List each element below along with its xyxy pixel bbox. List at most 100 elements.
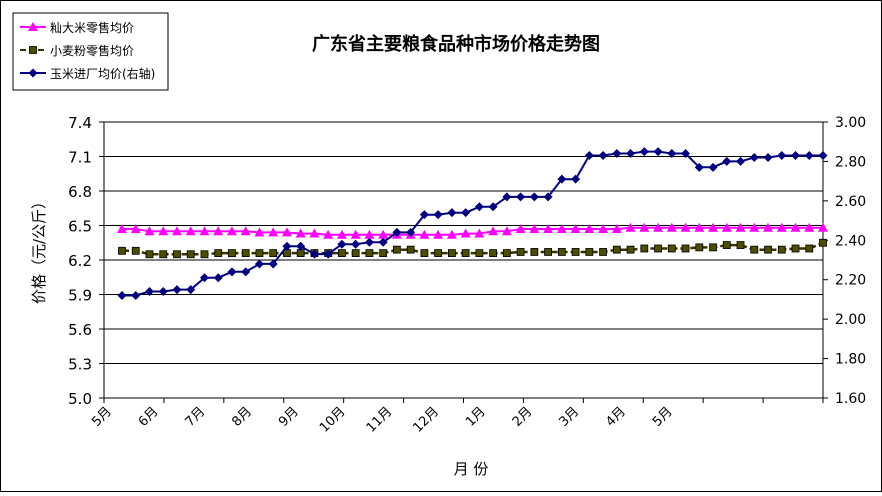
data-point — [515, 223, 526, 233]
data-point — [214, 249, 223, 258]
data-point — [626, 245, 635, 254]
x-tick-label: 2月 — [510, 404, 536, 430]
data-point — [434, 249, 443, 258]
data-point — [309, 249, 319, 259]
data-point — [749, 222, 760, 232]
data-point — [654, 244, 662, 253]
data-point — [544, 248, 552, 256]
data-point — [268, 227, 279, 237]
data-point — [144, 287, 154, 297]
data-point — [185, 226, 196, 236]
data-point — [241, 267, 251, 277]
legend-item-2: 玉米进厂均价(右轴) — [20, 66, 155, 81]
data-point — [805, 244, 814, 253]
data-point — [819, 238, 827, 247]
data-point — [393, 245, 401, 254]
x-tick-label: 9月 — [276, 404, 302, 430]
legend-item-0: 籼大米零售均价 — [20, 20, 134, 35]
data-point — [611, 223, 622, 233]
series-line — [122, 241, 824, 256]
data-point — [474, 228, 485, 238]
data-point — [406, 227, 416, 237]
y2-tick-label: 3.00 — [835, 115, 866, 131]
x-tick-label: 5月 — [89, 404, 115, 430]
data-point — [791, 244, 800, 253]
data-point — [226, 226, 237, 236]
data-point — [323, 229, 334, 239]
data-point — [681, 244, 690, 253]
data-point — [709, 243, 717, 252]
data-point — [254, 259, 264, 269]
data-point — [502, 192, 512, 202]
data-point — [516, 192, 526, 202]
x-tick-label: 12月 — [410, 404, 441, 435]
data-point — [419, 210, 429, 220]
data-point — [599, 248, 607, 256]
y-tick-label: 6.5 — [68, 218, 92, 236]
data-point — [626, 149, 636, 159]
data-point — [241, 249, 250, 258]
data-point — [694, 222, 705, 232]
data-point — [556, 223, 567, 233]
data-point — [557, 174, 567, 184]
data-point — [488, 202, 498, 212]
data-point — [379, 249, 388, 258]
data-point — [351, 239, 361, 249]
data-point — [722, 241, 731, 249]
data-point — [296, 241, 306, 251]
data-point — [543, 223, 554, 233]
data-point — [351, 249, 360, 258]
data-point — [557, 248, 566, 256]
data-point — [777, 245, 786, 254]
data-point — [625, 222, 636, 232]
x-tick-label: 7月 — [183, 404, 209, 430]
data-point — [406, 245, 415, 254]
data-point — [460, 228, 471, 238]
data-point — [818, 151, 828, 161]
x-tick-label: 5月 — [650, 404, 676, 430]
data-point — [228, 249, 236, 258]
y2-tick-label: 2.80 — [835, 154, 866, 170]
data-point — [543, 192, 553, 202]
series-1 — [118, 238, 827, 259]
data-point — [681, 149, 691, 159]
legend-label: 玉米进厂均价(右轴) — [50, 66, 155, 81]
data-point — [736, 241, 745, 249]
series-line — [122, 226, 823, 236]
data-point — [171, 226, 182, 236]
data-point — [159, 250, 168, 259]
data-point — [461, 249, 470, 258]
data-point — [446, 229, 457, 239]
data-point — [571, 174, 581, 184]
data-point — [392, 227, 402, 237]
legend-label: 小麦粉零售均价 — [50, 43, 134, 58]
data-point — [199, 226, 210, 236]
data-point — [818, 222, 828, 232]
data-point — [378, 229, 389, 239]
data-point — [763, 152, 773, 162]
series-line — [122, 150, 823, 297]
data-point — [501, 226, 512, 236]
y-tick-label: 6.8 — [68, 183, 92, 201]
series-2 — [117, 147, 828, 300]
y-tick-label: 6.2 — [68, 252, 92, 270]
data-point — [365, 249, 374, 258]
data-point — [749, 152, 759, 162]
x-tick-label: 10月 — [317, 404, 348, 435]
y2-tick-label: 2.60 — [835, 194, 866, 210]
data-point — [763, 222, 774, 232]
data-point — [227, 267, 237, 277]
data-point — [791, 151, 801, 161]
x-tick-label: 11月 — [364, 404, 395, 435]
data-point — [612, 149, 622, 159]
data-point — [489, 249, 498, 258]
y2-tick-label: 2.00 — [835, 312, 866, 328]
data-point — [640, 244, 649, 253]
data-point — [502, 249, 511, 258]
data-point — [708, 222, 719, 232]
y-tick-label: 5.6 — [68, 321, 92, 339]
data-point — [130, 223, 141, 233]
data-point — [269, 249, 278, 258]
